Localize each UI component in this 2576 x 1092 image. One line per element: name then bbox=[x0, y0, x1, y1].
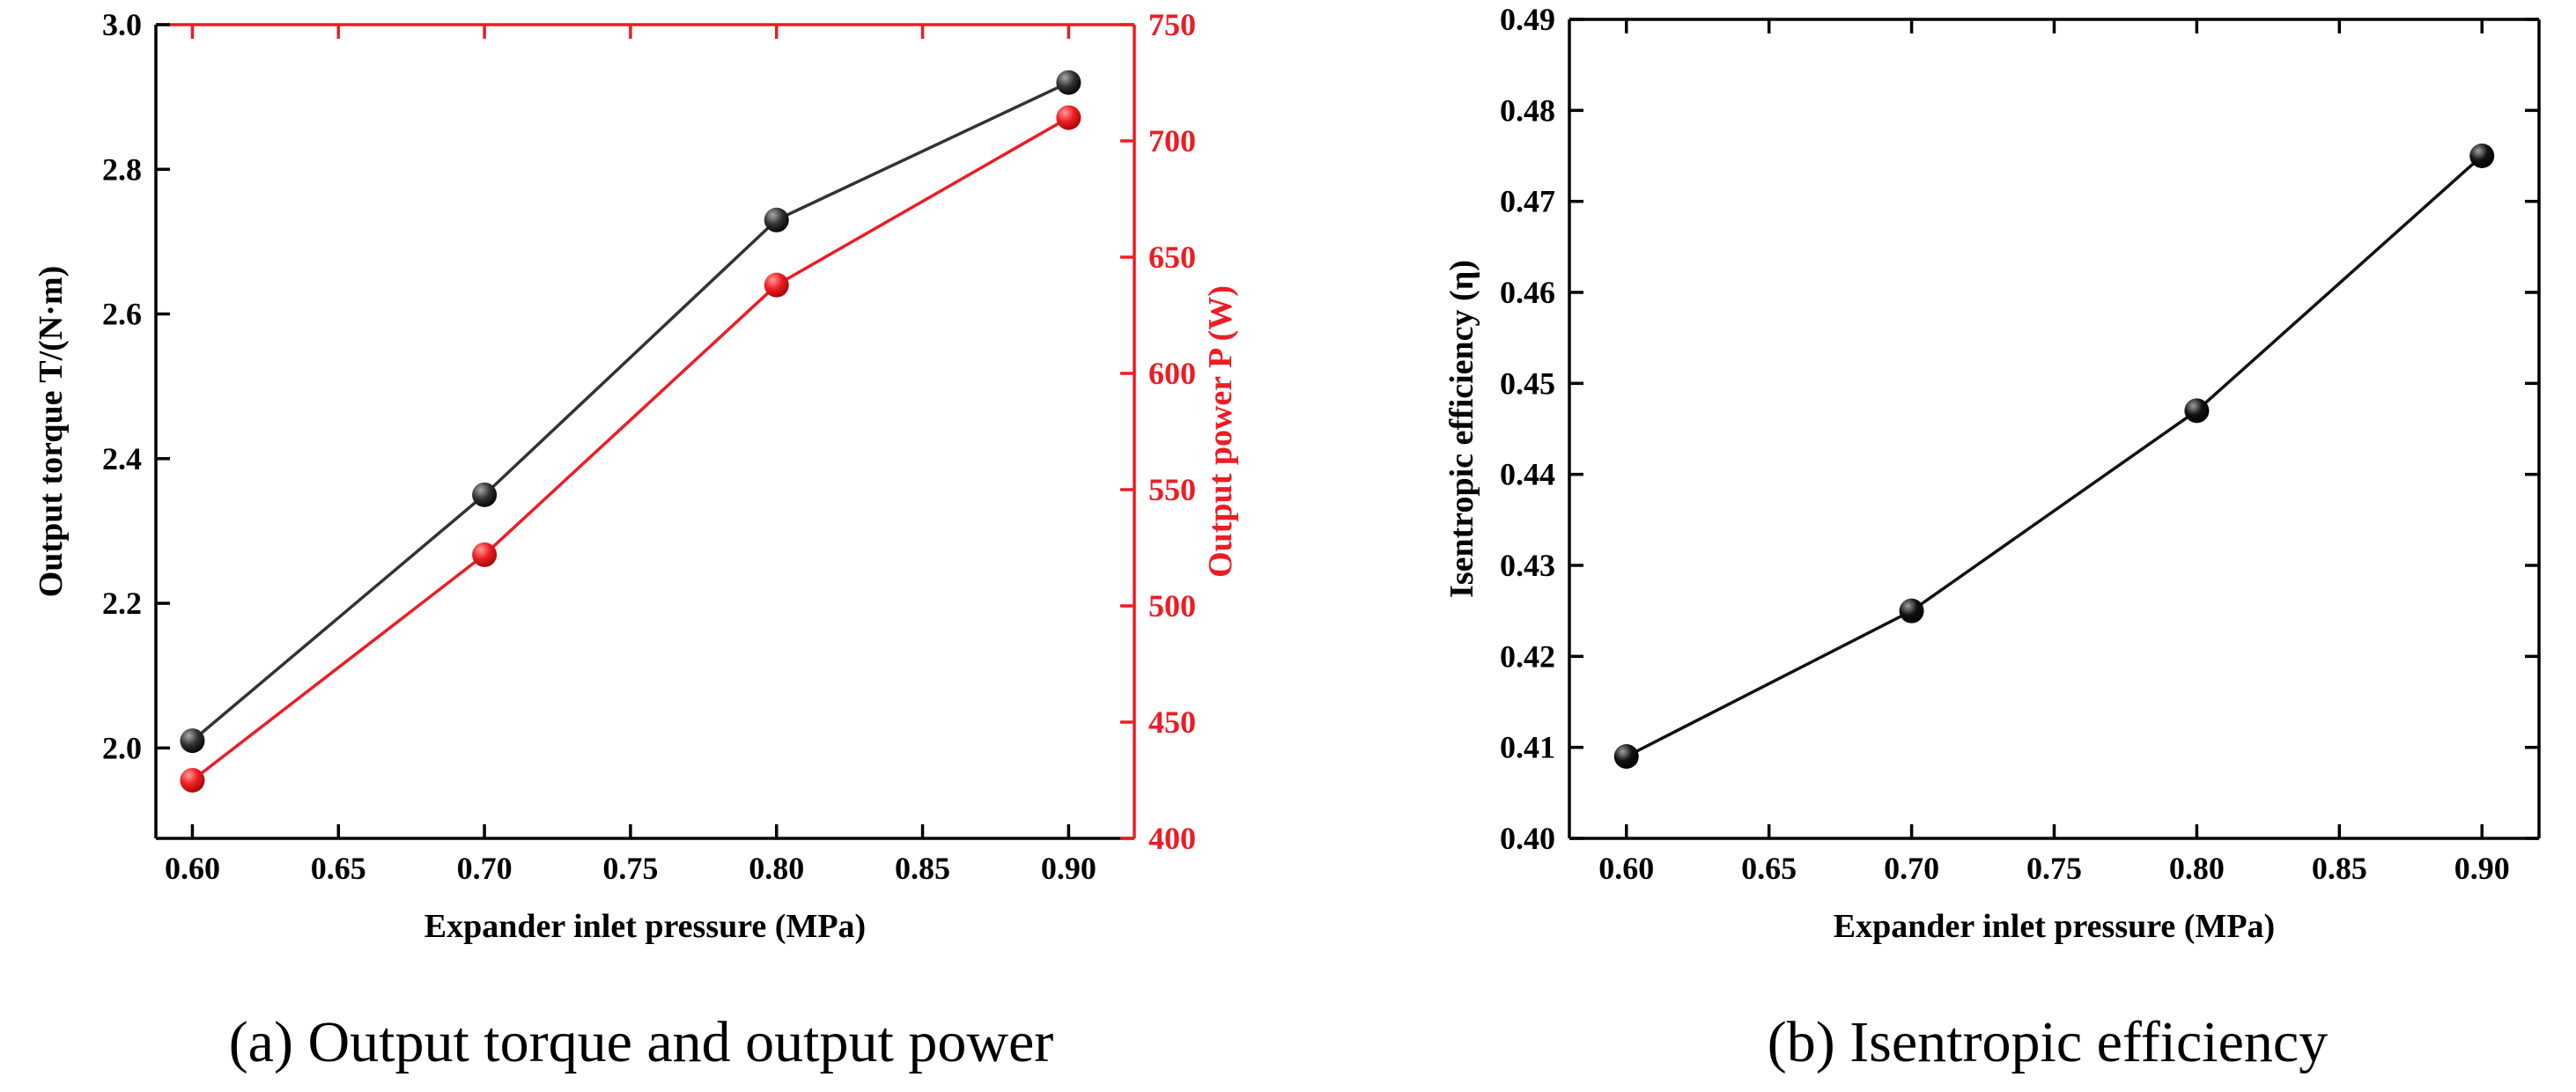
x-tick-label: 0.90 bbox=[2454, 851, 2510, 886]
x-axis-title: Expander inlet pressure (MPa) bbox=[1834, 908, 2275, 945]
x-tick-label: 0.80 bbox=[2169, 851, 2225, 886]
data-point-marker bbox=[472, 482, 498, 507]
caption-a: (a) Output torque and output power bbox=[228, 1010, 1054, 1074]
data-point-marker bbox=[2184, 398, 2210, 424]
y-tick-label-left: 0.45 bbox=[1500, 365, 1555, 401]
y-tick-label-right: 650 bbox=[1148, 240, 1196, 275]
y-tick-label-right: 600 bbox=[1148, 356, 1196, 391]
x-tick-label: 0.75 bbox=[602, 851, 658, 886]
y-axis-title-right: Output power P (W) bbox=[1202, 285, 1239, 578]
caption-b: (b) Isentropic efficiency bbox=[1767, 1010, 2329, 1074]
chart-a: 0.60 0.65 0.70 0.75 0.80 0.85 0.90 2.0 2.2 2.4 2.6… bbox=[33, 7, 1239, 945]
data-point-marker bbox=[764, 272, 789, 298]
data-point-marker bbox=[1056, 105, 1081, 130]
x-tick-label: 0.80 bbox=[749, 851, 804, 886]
data-point-marker bbox=[180, 768, 205, 793]
x-tick-label: 0.70 bbox=[457, 851, 513, 886]
y-tick-label-left: 0.46 bbox=[1500, 275, 1555, 310]
series-line bbox=[191, 81, 1070, 742]
y-tick-label-left: 0.44 bbox=[1500, 457, 1555, 492]
y-tick-label-left: 2.8 bbox=[102, 151, 142, 187]
series-output-torque bbox=[180, 70, 1081, 754]
y-tick-label-right: 700 bbox=[1148, 123, 1196, 159]
y-tick-label-left: 3.0 bbox=[102, 7, 142, 42]
y-tick-label-right: 550 bbox=[1148, 472, 1196, 507]
y-tick-label-left: 0.43 bbox=[1500, 548, 1555, 583]
y-tick-label-left: 2.0 bbox=[102, 730, 142, 765]
data-point-marker bbox=[1899, 598, 1924, 623]
y-tick-label-right: 500 bbox=[1148, 588, 1196, 623]
data-point-marker bbox=[1056, 70, 1081, 95]
x-tick-label: 0.60 bbox=[1598, 851, 1654, 886]
x-tick-label: 0.90 bbox=[1041, 851, 1096, 886]
y-tick-label-right: 450 bbox=[1148, 705, 1196, 740]
y-tick-label-left: 0.48 bbox=[1500, 92, 1555, 128]
x-tick-label: 0.75 bbox=[2026, 851, 2082, 886]
y-tick-label-right: 400 bbox=[1148, 821, 1196, 856]
x-tick-label: 0.85 bbox=[2312, 851, 2367, 886]
y-tick-label-left: 0.42 bbox=[1500, 638, 1555, 674]
series-line bbox=[191, 116, 1070, 782]
y-tick-label-left: 2.2 bbox=[102, 586, 142, 621]
data-point-marker bbox=[764, 207, 789, 232]
x-tick-label: 0.85 bbox=[895, 851, 950, 886]
series-line bbox=[1625, 154, 2484, 758]
y-tick-label-left: 2.4 bbox=[102, 441, 142, 476]
y-tick-label-right: 750 bbox=[1148, 7, 1196, 42]
x-tick-label: 0.70 bbox=[1884, 851, 1939, 886]
x-tick-label: 0.60 bbox=[165, 851, 220, 886]
y-tick-label-left: 0.47 bbox=[1500, 184, 1555, 219]
y-axis-title-left: Isentropic efficiency (η) bbox=[1443, 260, 1480, 598]
y-axis-title-left: Output torque T/(N·m) bbox=[33, 266, 70, 598]
x-tick-label: 0.65 bbox=[1741, 851, 1797, 886]
y-tick-label-left: 0.40 bbox=[1500, 821, 1555, 856]
y-tick-label-left: 0.41 bbox=[1500, 730, 1555, 765]
data-point-marker bbox=[2469, 144, 2495, 168]
series-isentropic-efficiency bbox=[1613, 144, 2495, 769]
y-tick-label-left: 0.49 bbox=[1500, 2, 1555, 37]
x-axis-title: Expander inlet pressure (MPa) bbox=[424, 908, 866, 945]
x-tick-label: 0.65 bbox=[311, 851, 366, 886]
y-tick-label-left: 2.6 bbox=[102, 297, 142, 332]
series-output-power bbox=[180, 105, 1081, 793]
data-point-marker bbox=[472, 542, 498, 567]
chart-b: 0.60 0.65 0.70 0.75 0.80 0.85 0.90 0.40 0.41 0.42… bbox=[1443, 2, 2541, 945]
data-point-marker bbox=[1613, 744, 1639, 769]
data-point-marker bbox=[180, 728, 205, 754]
